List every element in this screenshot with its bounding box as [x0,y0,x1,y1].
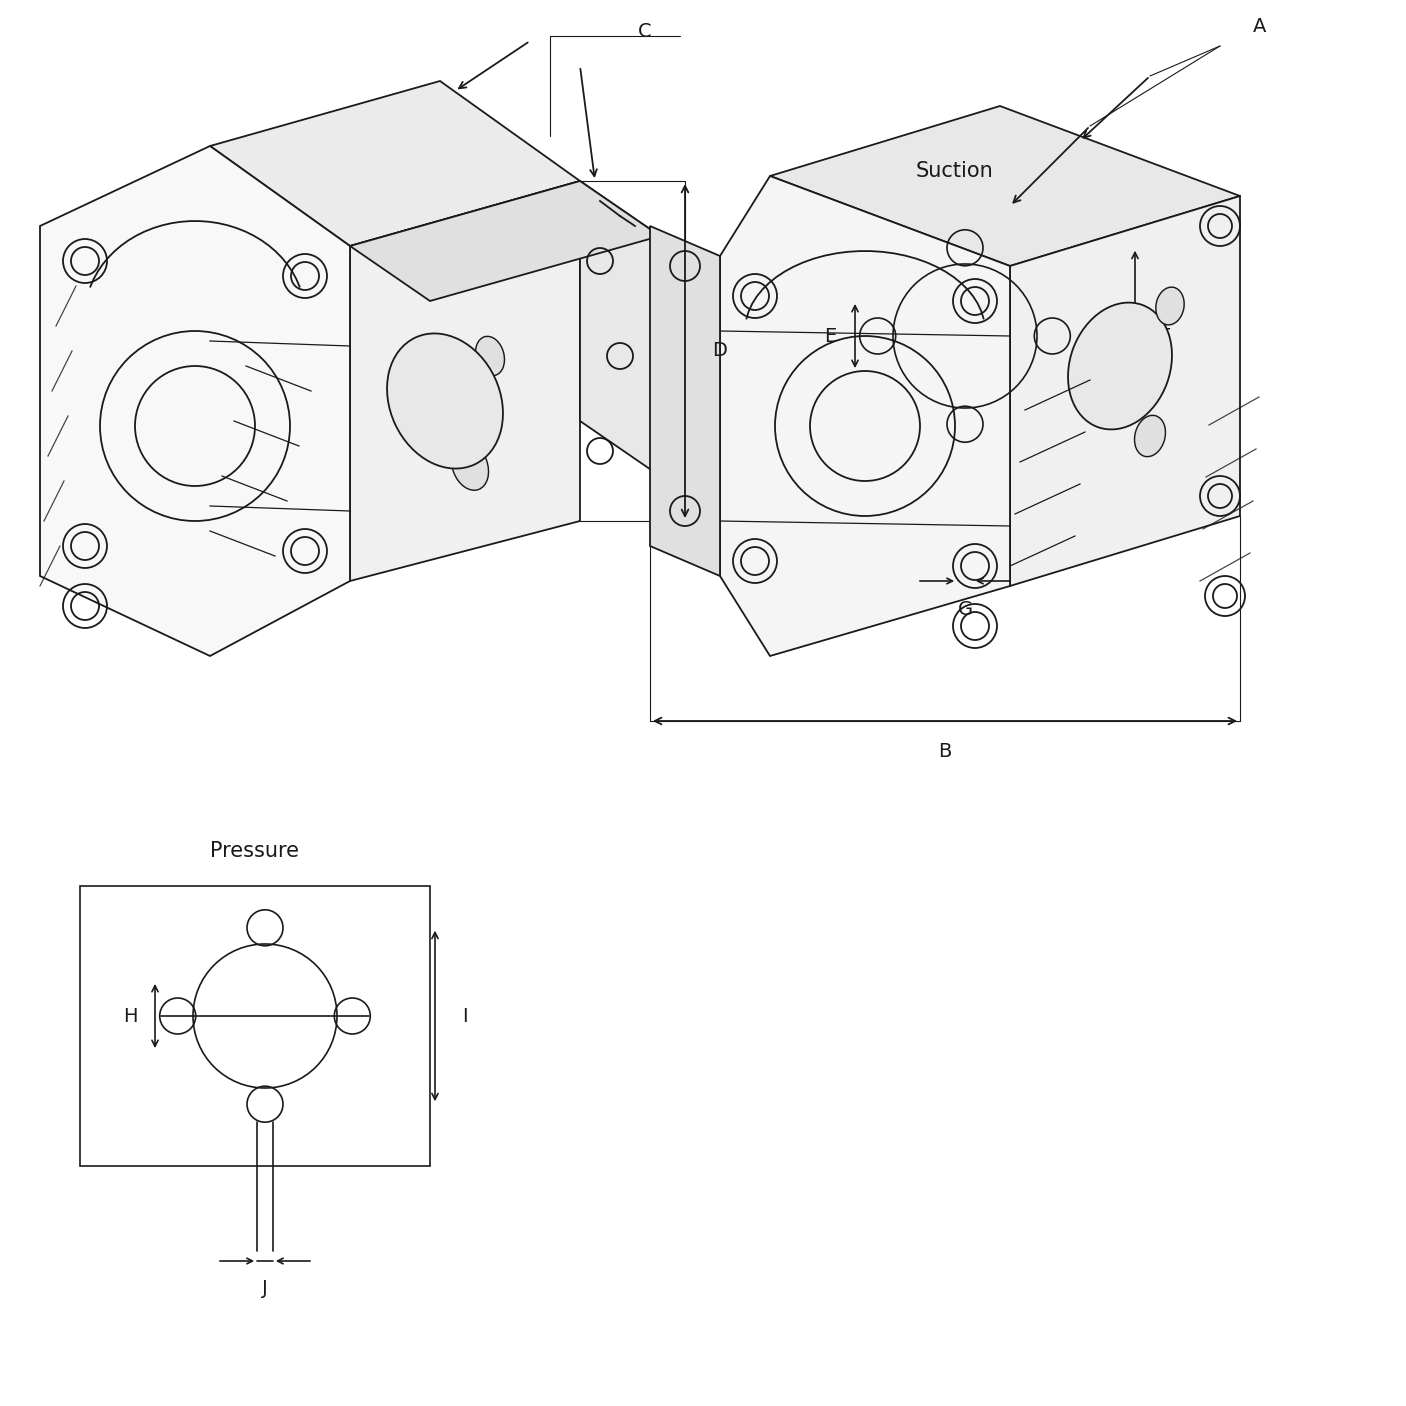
Text: F: F [1160,326,1171,346]
Text: G: G [957,599,973,619]
Bar [780,207,1130,486]
Text: B: B [938,741,952,761]
Ellipse shape [387,333,503,468]
Text: D: D [713,342,727,360]
Text: A: A [1253,17,1267,35]
Text: Suction: Suction [917,162,994,181]
Ellipse shape [475,336,505,375]
Polygon shape [39,146,350,657]
Text: E: E [824,326,837,346]
Ellipse shape [1156,287,1184,325]
Polygon shape [1010,195,1240,586]
Text: I: I [463,1007,468,1025]
Polygon shape [350,181,581,581]
Ellipse shape [1135,415,1166,457]
Bar [80,886,430,1166]
Polygon shape [720,176,1010,657]
Polygon shape [209,82,581,246]
Polygon shape [350,181,659,301]
Text: H: H [122,1007,138,1025]
Text: C: C [638,21,652,41]
Polygon shape [650,226,720,576]
Ellipse shape [1069,302,1173,429]
Ellipse shape [402,353,458,419]
Text: Pressure: Pressure [211,841,299,860]
Ellipse shape [451,441,488,491]
Polygon shape [581,181,659,477]
Polygon shape [770,105,1240,266]
Text: J: J [262,1279,269,1299]
